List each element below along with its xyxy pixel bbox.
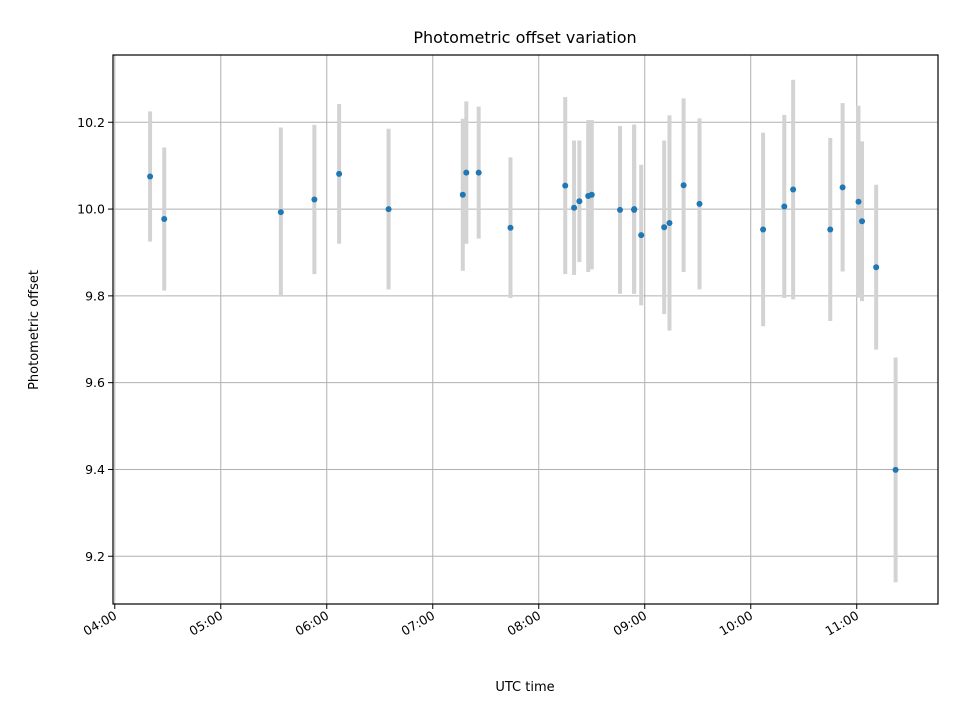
data-point [859, 218, 866, 225]
data-point [839, 184, 846, 191]
data-point [696, 200, 703, 207]
data-point [277, 209, 284, 216]
y-axis-label: Photometric offset [27, 270, 42, 390]
y-tick-label: 9.4 [85, 462, 105, 477]
y-tick-label: 9.6 [85, 375, 105, 390]
data-point [781, 203, 788, 210]
x-axis-label: UTC time [495, 680, 554, 695]
data-point [311, 196, 318, 203]
data-point [873, 264, 880, 271]
data-point [680, 182, 687, 189]
y-tick-label: 10.0 [77, 202, 105, 217]
data-point [588, 191, 595, 198]
chart-title: Photometric offset variation [413, 28, 636, 47]
data-point [463, 169, 470, 176]
data-point [475, 169, 482, 176]
data-point [661, 224, 668, 231]
data-point [760, 226, 767, 233]
data-point [385, 206, 392, 213]
data-point [571, 204, 578, 211]
plot-area-frame [112, 54, 939, 605]
data-point [827, 226, 834, 233]
data-point [790, 186, 797, 193]
data-point [631, 206, 638, 213]
data-point [855, 198, 862, 205]
data-point [161, 216, 168, 223]
y-tick-label: 10.2 [77, 115, 105, 130]
data-point [336, 170, 343, 177]
data-point [892, 466, 899, 473]
data-point [459, 191, 466, 198]
y-tick-label: 9.2 [85, 549, 105, 564]
data-point [147, 173, 154, 180]
y-tick-label: 9.8 [85, 288, 105, 303]
data-points [147, 169, 899, 473]
data-point [638, 232, 645, 239]
data-point [507, 224, 514, 231]
data-point [562, 182, 569, 189]
data-point [666, 219, 673, 226]
data-point [617, 206, 624, 213]
data-point [576, 198, 583, 205]
